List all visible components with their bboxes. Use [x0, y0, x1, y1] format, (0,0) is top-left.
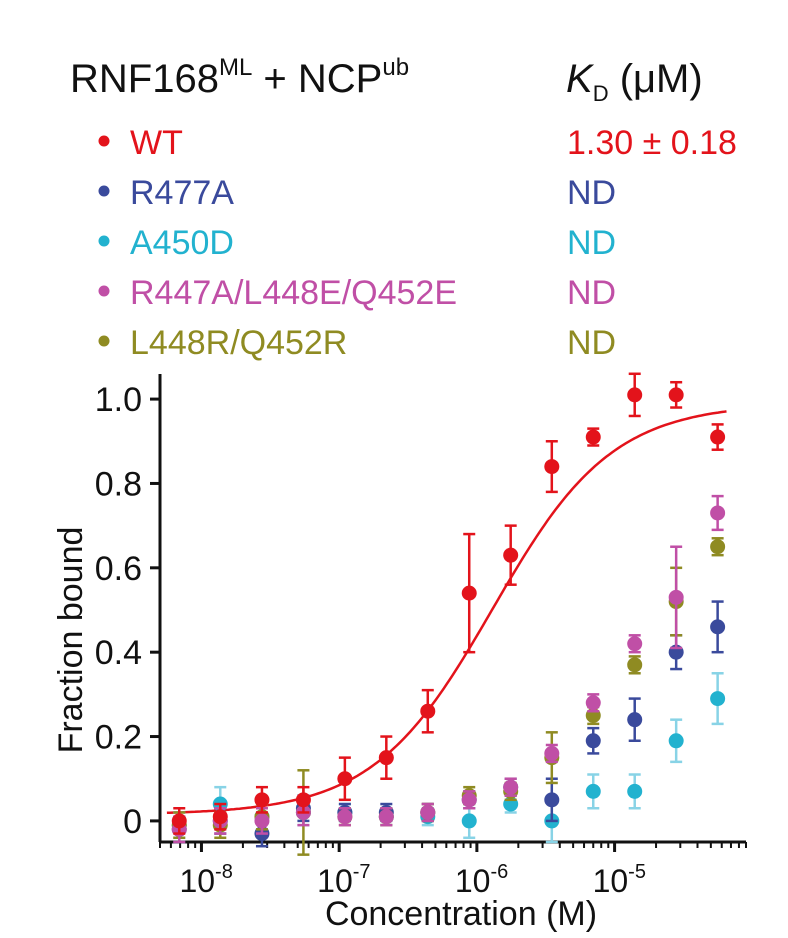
kd-header: KD (μM) — [566, 57, 703, 106]
y-tick-label: 0.2 — [95, 719, 142, 757]
y-tick-label: 0.8 — [95, 465, 142, 503]
legend-marker — [98, 135, 110, 147]
legend: WT 1.30 ± 0.18 R477A ND A450D ND R447A/L448E/Q… — [98, 124, 737, 362]
axes: 0 0.2 0.4 0.6 0.8 1.0 10-8 10-7 10-6 10-5Concentr… — [52, 374, 747, 933]
legend-label: R477A — [130, 174, 234, 212]
data-point — [461, 585, 477, 601]
legend-label: R447A/L448E/Q452E — [130, 274, 457, 312]
data-point — [627, 712, 643, 728]
data-point — [254, 813, 270, 829]
data-point — [668, 589, 684, 605]
legend-kd: 1.30 ± 0.18 — [567, 124, 737, 162]
data-points — [171, 372, 726, 856]
data-point — [461, 813, 477, 829]
data-point — [337, 809, 353, 825]
legend-marker — [98, 335, 110, 347]
data-point — [503, 547, 519, 563]
data-point — [420, 804, 436, 820]
series-r447a-l448e-q452e — [171, 494, 726, 844]
data-point — [668, 733, 684, 749]
x-tick-label: 10-5 — [593, 861, 646, 899]
data-point — [710, 429, 726, 445]
fit-curves — [166, 410, 727, 815]
legend-marker — [98, 235, 110, 247]
x-tick-label: 10-8 — [179, 861, 232, 899]
data-point — [503, 779, 519, 795]
data-point — [585, 429, 601, 445]
data-point — [627, 636, 643, 652]
legend-marker — [98, 185, 110, 197]
fit-curve-wt — [166, 410, 727, 815]
x-axis-label: Concentration (M) — [325, 895, 597, 933]
data-point — [627, 657, 643, 673]
data-point — [420, 703, 436, 719]
data-point — [544, 792, 560, 808]
legend-kd: ND — [567, 224, 616, 262]
data-point — [710, 691, 726, 707]
legend-label: WT — [130, 124, 183, 162]
data-point — [295, 792, 311, 808]
y-tick-label: 0 — [123, 803, 142, 841]
y-tick-label: 1.0 — [95, 381, 142, 419]
series-wt — [171, 372, 726, 835]
data-point — [668, 387, 684, 403]
legend-kd: ND — [567, 174, 616, 212]
data-point — [171, 813, 187, 829]
legend-label: A450D — [130, 224, 234, 262]
y-tick-label: 0.6 — [95, 550, 142, 588]
legend-kd: ND — [567, 274, 616, 312]
data-point — [627, 387, 643, 403]
data-point — [337, 771, 353, 787]
data-point — [212, 809, 228, 825]
legend-label: L448R/Q452R — [130, 324, 347, 362]
y-tick-label: 0.4 — [95, 634, 142, 672]
data-point — [585, 695, 601, 711]
series-r477a — [171, 600, 726, 848]
x-tick-label: 10-6 — [455, 861, 508, 899]
y-axis-label: Fraction bound — [52, 527, 90, 754]
data-point — [378, 750, 394, 766]
legend-kd: ND — [567, 324, 616, 362]
data-point — [254, 792, 270, 808]
data-point — [710, 619, 726, 635]
data-point — [710, 505, 726, 521]
data-point — [544, 745, 560, 761]
data-point — [544, 459, 560, 475]
data-point — [585, 783, 601, 799]
legend-marker — [98, 285, 110, 297]
x-tick-label: 10-7 — [317, 861, 370, 899]
data-point — [710, 539, 726, 555]
data-point — [585, 733, 601, 749]
data-point — [627, 783, 643, 799]
chart-title: RNF168ML + NCPub — [70, 54, 409, 101]
data-point — [378, 809, 394, 825]
data-point — [461, 792, 477, 808]
